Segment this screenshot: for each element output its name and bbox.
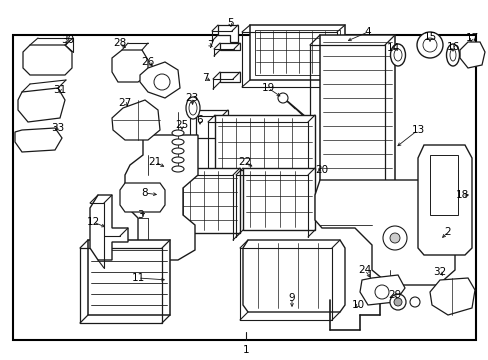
Bar xyxy=(196,110,227,138)
Bar xyxy=(319,35,394,200)
Polygon shape xyxy=(112,100,160,140)
Text: 21: 21 xyxy=(148,157,162,167)
Text: 20: 20 xyxy=(315,165,328,175)
Polygon shape xyxy=(15,128,62,152)
Text: 26: 26 xyxy=(141,57,154,67)
Text: 10: 10 xyxy=(351,300,364,310)
Polygon shape xyxy=(90,195,128,260)
Ellipse shape xyxy=(189,101,197,115)
Circle shape xyxy=(389,233,399,243)
Text: 15: 15 xyxy=(423,32,436,42)
Text: 24: 24 xyxy=(358,265,371,275)
Bar xyxy=(155,168,240,233)
Circle shape xyxy=(382,226,406,250)
Polygon shape xyxy=(429,278,474,315)
Polygon shape xyxy=(314,180,454,285)
Circle shape xyxy=(389,294,405,310)
Circle shape xyxy=(154,74,170,90)
Ellipse shape xyxy=(172,166,183,172)
Text: 22: 22 xyxy=(238,157,251,167)
Text: 31: 31 xyxy=(53,85,66,95)
Text: 18: 18 xyxy=(454,190,468,200)
Polygon shape xyxy=(220,72,240,82)
Ellipse shape xyxy=(172,148,183,154)
Text: 29: 29 xyxy=(387,290,401,300)
Text: 32: 32 xyxy=(432,267,446,277)
Ellipse shape xyxy=(172,130,183,136)
Ellipse shape xyxy=(390,44,405,66)
Ellipse shape xyxy=(172,157,183,163)
Text: 8: 8 xyxy=(142,188,148,198)
Text: 9: 9 xyxy=(288,293,295,303)
Text: 25: 25 xyxy=(175,120,188,130)
Text: 7: 7 xyxy=(206,40,213,50)
Polygon shape xyxy=(459,42,484,68)
Text: 11: 11 xyxy=(131,273,144,283)
Text: 5: 5 xyxy=(226,18,233,28)
Ellipse shape xyxy=(446,44,459,66)
Polygon shape xyxy=(140,62,180,98)
Polygon shape xyxy=(120,183,164,212)
Text: 19: 19 xyxy=(261,83,274,93)
Ellipse shape xyxy=(449,49,455,61)
Text: 30: 30 xyxy=(61,35,74,45)
Text: 12: 12 xyxy=(86,217,100,227)
Circle shape xyxy=(409,297,419,307)
Text: 14: 14 xyxy=(386,43,399,53)
Text: 1: 1 xyxy=(242,345,249,355)
Bar xyxy=(249,25,345,80)
Polygon shape xyxy=(417,145,471,255)
Text: 27: 27 xyxy=(118,98,131,108)
Text: 33: 33 xyxy=(51,123,64,133)
Bar xyxy=(215,115,314,170)
Polygon shape xyxy=(359,275,404,305)
Polygon shape xyxy=(125,135,198,260)
Text: 23: 23 xyxy=(185,93,198,103)
Bar xyxy=(254,30,339,75)
Polygon shape xyxy=(18,88,65,122)
Text: 2: 2 xyxy=(444,227,450,237)
Bar xyxy=(243,168,314,230)
Ellipse shape xyxy=(393,49,401,61)
Polygon shape xyxy=(218,25,238,42)
Circle shape xyxy=(393,298,401,306)
Polygon shape xyxy=(23,45,72,75)
Bar xyxy=(13,35,475,340)
Text: 3: 3 xyxy=(137,210,143,220)
Text: 6: 6 xyxy=(196,115,203,125)
Polygon shape xyxy=(112,50,148,82)
Ellipse shape xyxy=(185,97,200,119)
Polygon shape xyxy=(220,43,240,50)
Bar xyxy=(88,240,170,315)
Text: 7: 7 xyxy=(201,73,208,83)
Polygon shape xyxy=(243,240,345,312)
Text: 13: 13 xyxy=(410,125,424,135)
Circle shape xyxy=(374,285,388,299)
Circle shape xyxy=(416,32,442,58)
Circle shape xyxy=(422,38,436,52)
Text: 28: 28 xyxy=(113,38,126,48)
Text: 16: 16 xyxy=(446,42,459,52)
Text: 4: 4 xyxy=(364,27,370,37)
Text: 17: 17 xyxy=(465,33,478,43)
Circle shape xyxy=(278,93,287,103)
Bar xyxy=(429,155,457,215)
Ellipse shape xyxy=(172,139,183,145)
